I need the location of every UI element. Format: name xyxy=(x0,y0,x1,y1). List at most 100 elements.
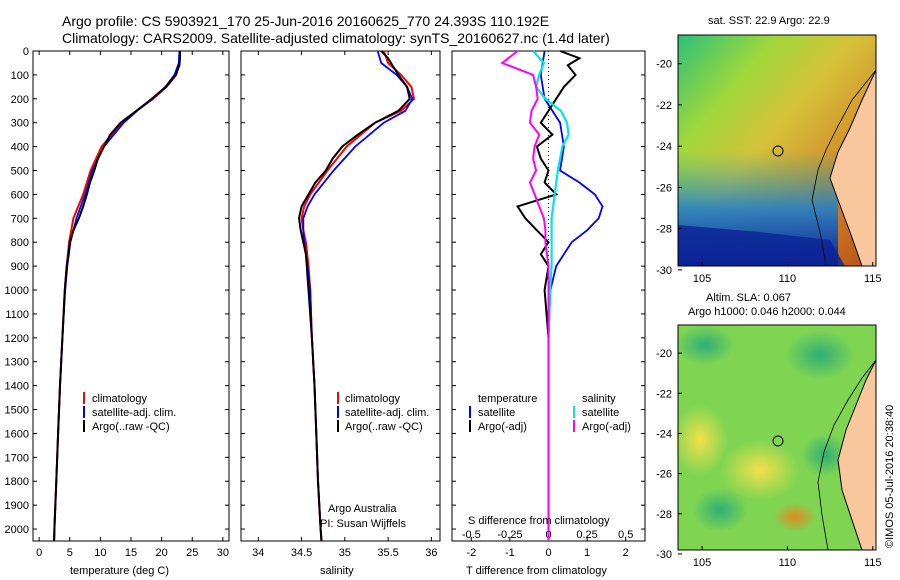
x-tick-label: 30 xyxy=(217,547,229,559)
x-tick-label: 35.5 xyxy=(377,547,398,559)
sla-map xyxy=(672,324,877,551)
s-difference-label: S difference from climatology xyxy=(468,515,610,527)
temperature-plot-frame xyxy=(32,50,230,542)
sla-low-anomaly xyxy=(692,488,748,532)
float-position-marker xyxy=(772,435,784,447)
difference-xlabel: T difference from climatology xyxy=(466,565,607,577)
x-tick-label: 15 xyxy=(125,547,137,559)
sst-map xyxy=(677,34,877,267)
depth-tick-label: 1800 xyxy=(5,476,29,488)
x-tick-label: 25 xyxy=(186,547,198,559)
s-tick-label: -0.25 xyxy=(497,529,522,541)
depth-tick-label: 300 xyxy=(11,118,29,130)
s-tick-label: -0.5 xyxy=(462,529,481,541)
sla-high-anomaly xyxy=(720,440,800,500)
x-tick-label: 1 xyxy=(584,547,590,559)
depth-tick-label: 1600 xyxy=(5,428,29,440)
lon-tick-label: 105 xyxy=(693,557,711,569)
float-position-marker xyxy=(772,145,784,157)
lat-tick-label: -22 xyxy=(656,388,672,400)
sla-map-frame xyxy=(677,324,877,551)
sst-deep-blue xyxy=(678,225,845,266)
legend-label-argo: Argo(..raw -QC) xyxy=(345,421,423,433)
lon-tick-label: 115 xyxy=(864,557,882,569)
legend-label-s-argo: Argo(-adj) xyxy=(582,421,631,433)
sst-map-axes: -20 -22 -24 -26 -28 -30 105 110 115 xyxy=(656,59,881,285)
depth-tick-label: 1500 xyxy=(5,405,29,417)
depth-tick-label: 700 xyxy=(11,213,29,225)
legend-salinity-heading: salinity xyxy=(582,393,616,405)
sla-map-axes: -20 -22 -24 -26 -28 -30 105 110 115 xyxy=(656,348,881,569)
x-tick-label: -2 xyxy=(466,547,476,559)
depth-tick-label: 1100 xyxy=(5,309,29,321)
depth-tick-label: 500 xyxy=(11,166,29,178)
depth-tick-label: 2000 xyxy=(5,524,29,536)
sla-map-title-line1: Altim. SLA: 0.067 xyxy=(706,292,791,304)
x-tick-label: 2 xyxy=(623,547,629,559)
lat-tick-label: -20 xyxy=(656,59,672,71)
sla-peak-anomaly xyxy=(773,502,817,532)
title-line-2: Climatology: CARS2009. Satellite-adjuste… xyxy=(62,30,610,46)
x-tick-label: 5 xyxy=(67,547,73,559)
x-tick-label: 10 xyxy=(94,547,106,559)
series-line-satellite-adj-clim- xyxy=(53,50,181,542)
argo-australia-note: Argo Australia xyxy=(328,503,397,515)
depth-axis: 0 100 200 300 400 500 600 700 800 900 1000 1100 1200… xyxy=(5,46,645,536)
lat-tick-label: -22 xyxy=(656,100,672,112)
difference-plot: -2 -1 0 1 2-0.5 -0.25 0 0.25 0.5 xyxy=(462,50,633,559)
x-tick-label: 36 xyxy=(425,547,437,559)
legend-label-s-satellite: satellite xyxy=(582,407,619,419)
x-tick-label: 35 xyxy=(339,547,351,559)
depth-tick-label: 1400 xyxy=(5,381,29,393)
pi-note: PI: Susan Wijffels xyxy=(320,518,406,530)
depth-tick-label: 0 xyxy=(23,46,29,58)
series-line-argo-raw-qc- xyxy=(297,50,411,542)
depth-tick-label: 1900 xyxy=(5,500,29,512)
x-tick-label: 34.5 xyxy=(291,547,312,559)
lat-tick-label: -24 xyxy=(656,428,672,440)
legend-label-t-argo: Argo(-adj) xyxy=(478,421,527,433)
depth-tick-label: 900 xyxy=(11,261,29,273)
temperature-plot: 0 5 10 15 20 25 30 xyxy=(36,50,229,559)
lat-tick-label: -20 xyxy=(656,348,672,360)
lat-tick-label: -28 xyxy=(656,509,672,521)
sla-low-anomaly xyxy=(801,433,849,477)
temperature-xlabel: temperature (deg C) xyxy=(70,565,169,577)
depth-tick-label: 600 xyxy=(11,189,29,201)
depth-tick-label: 100 xyxy=(11,70,29,82)
depth-tick-label: 400 xyxy=(11,142,29,154)
series-line-argo-raw-qc- xyxy=(53,51,181,542)
title-line-1: Argo profile: CS 5903921_170 25-Jun-2016… xyxy=(62,13,550,29)
depth-tick-label: 1300 xyxy=(5,357,29,369)
depth-tick-label: 1700 xyxy=(5,452,29,464)
imos-timestamp: ©IMOS 05-Jul-2016 20:38:40 xyxy=(884,404,896,548)
lat-tick-label: -26 xyxy=(656,182,672,194)
series-line-salinity-satellite xyxy=(532,50,570,541)
x-tick-label: -1 xyxy=(505,547,515,559)
lon-tick-label: 105 xyxy=(693,273,711,285)
series-line-satellite-adj-clim- xyxy=(302,50,414,542)
salinity-plot: 34 34.5 35 35.5 36 xyxy=(252,50,437,559)
legend-label-climatology: climatology xyxy=(345,393,401,405)
legend-label-climatology: climatology xyxy=(92,393,148,405)
sla-low-anomaly xyxy=(785,330,855,380)
s-tick-label: 0.5 xyxy=(618,529,633,541)
lon-tick-label: 115 xyxy=(864,273,882,285)
sla-low-anomaly xyxy=(675,325,735,365)
x-tick-label: 0 xyxy=(545,547,551,559)
x-tick-label: 34 xyxy=(252,547,264,559)
legend-label-argo: Argo(..raw -QC) xyxy=(92,421,170,433)
temperature-legend: climatology satellite-adj. clim. Argo(..… xyxy=(83,392,176,433)
sla-map-title-line2: Argo h1000: 0.046 h2000: 0.044 xyxy=(688,306,846,318)
salinity-plot-frame xyxy=(240,50,441,542)
s-tick-label: 0.25 xyxy=(576,529,597,541)
x-tick-label: 0 xyxy=(36,547,42,559)
difference-legend: temperature satellite Argo(-adj) salinit… xyxy=(469,393,631,433)
salinity-xlabel: salinity xyxy=(320,565,354,577)
coastline-contour xyxy=(817,359,877,551)
salinity-legend: climatology satellite-adj. clim. Argo(..… xyxy=(320,392,429,530)
series-line-climatology xyxy=(53,50,181,542)
lon-tick-label: 110 xyxy=(779,273,797,285)
legend-temperature-heading: temperature xyxy=(478,393,537,405)
depth-tick-label: 800 xyxy=(11,237,29,249)
